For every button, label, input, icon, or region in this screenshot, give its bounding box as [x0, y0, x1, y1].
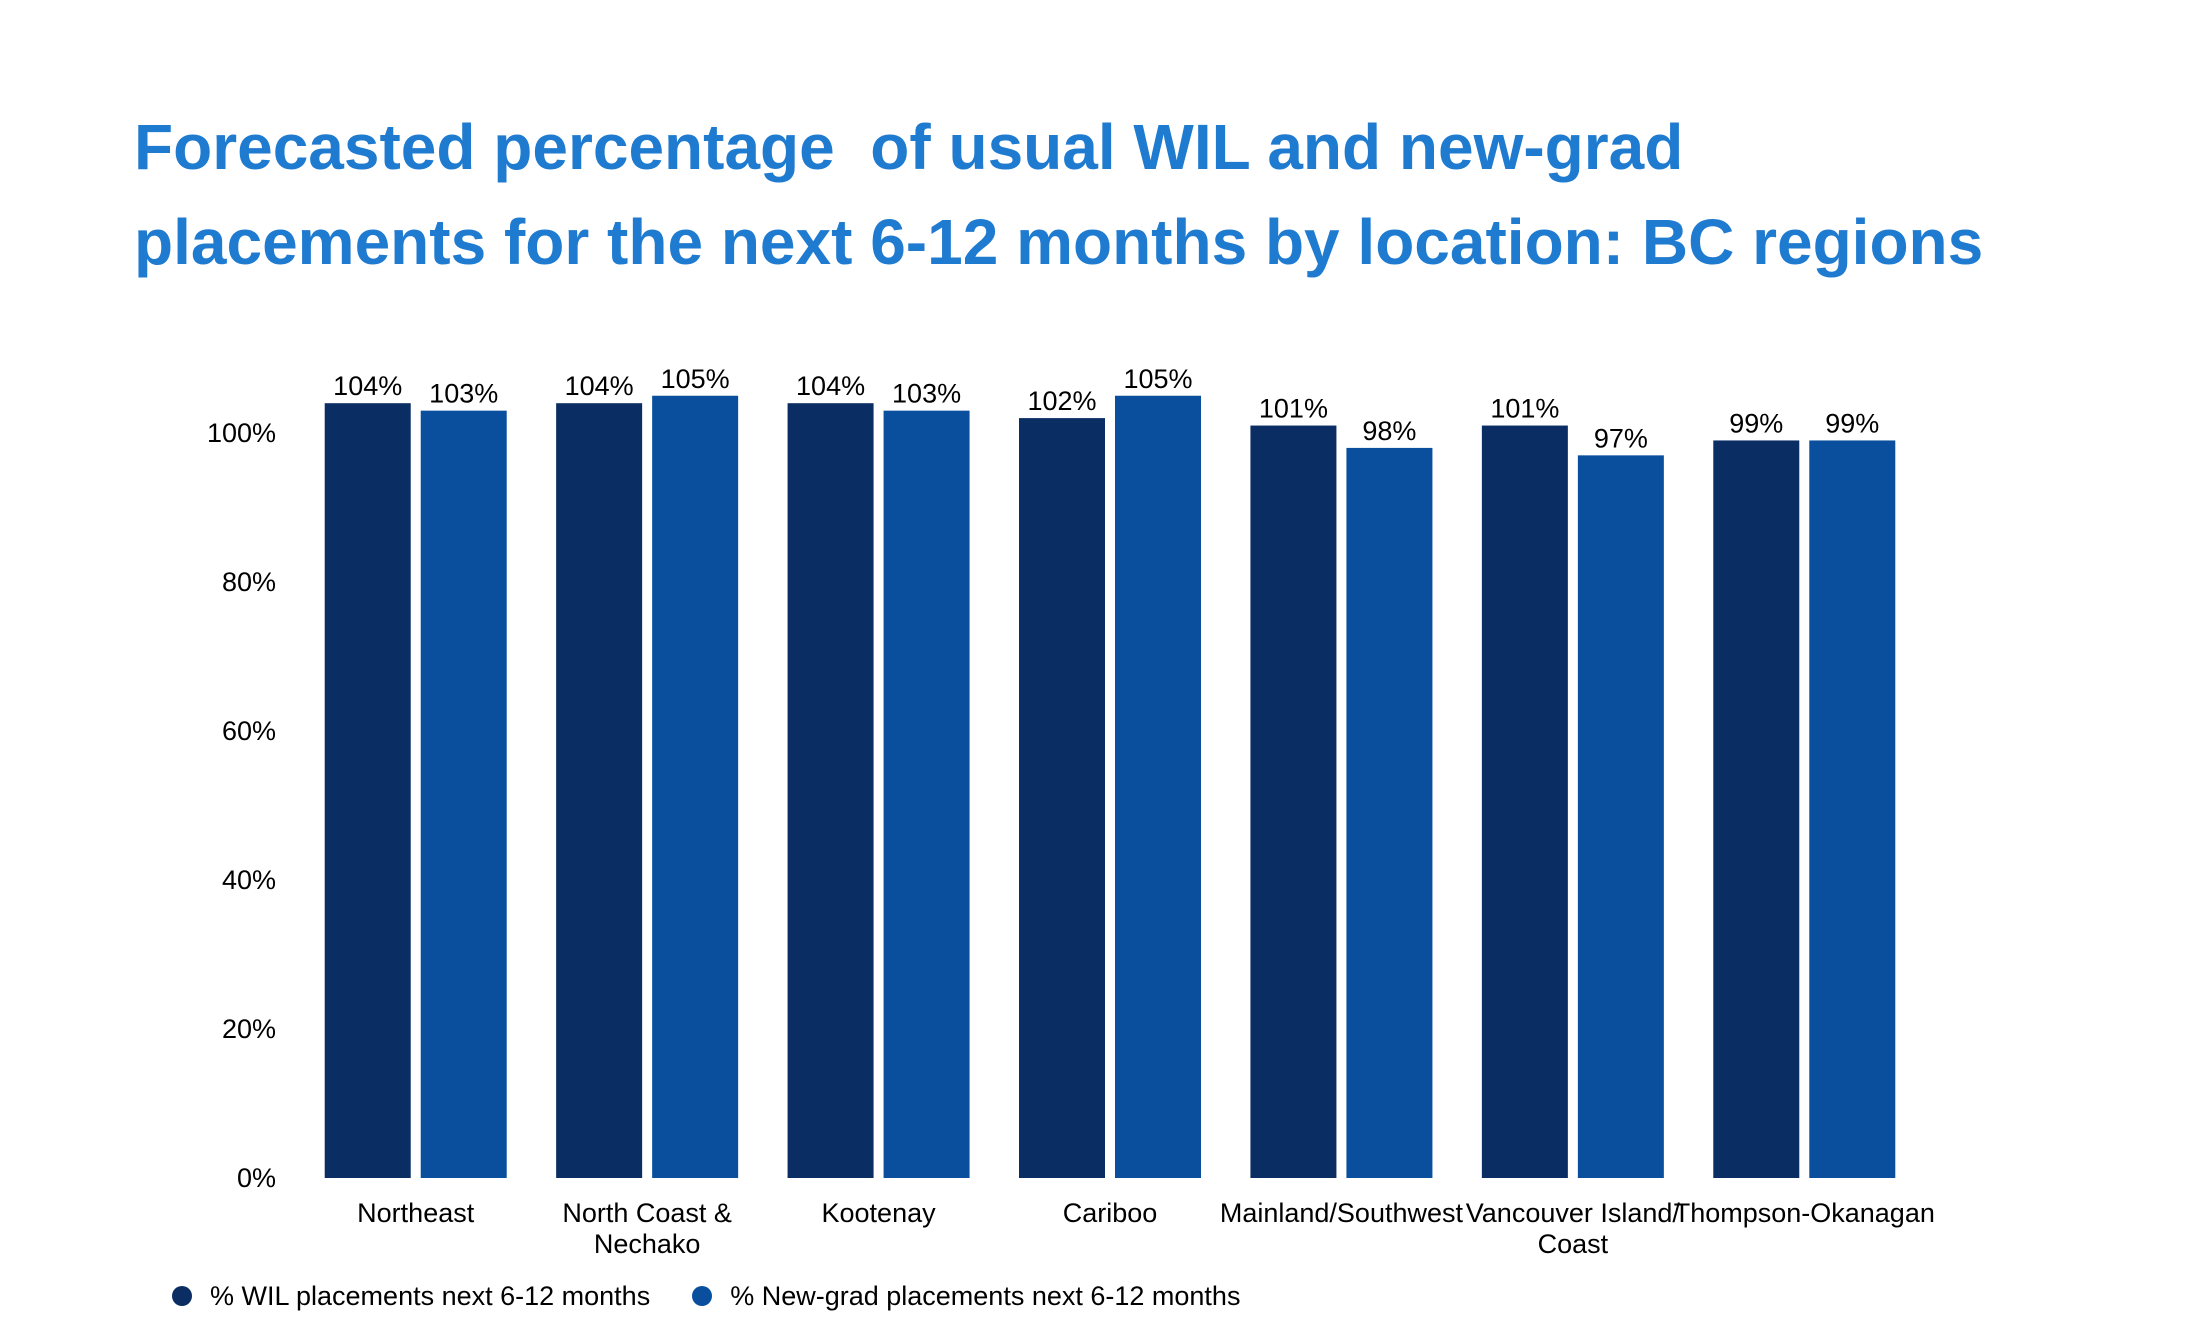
bar-wil[interactable]	[1713, 440, 1800, 1178]
y-tick-label: 40%	[222, 865, 276, 895]
x-category-label: Mainland/Southwest	[1220, 1198, 1464, 1228]
legend-label-newgrad: % New-grad placements next 6-12 months	[730, 1280, 1241, 1311]
data-label: 97%	[1594, 423, 1648, 453]
y-tick-label: 20%	[222, 1014, 276, 1044]
data-label: 105%	[1123, 364, 1192, 394]
y-tick-label: 0%	[237, 1163, 276, 1193]
x-category-label: Thompson-Okanagan	[1674, 1198, 1935, 1228]
bar-wil[interactable]	[324, 403, 411, 1178]
bar-wil[interactable]	[1250, 425, 1337, 1178]
bar-newgrad[interactable]	[1346, 447, 1433, 1178]
data-label: 99%	[1729, 408, 1783, 438]
x-category-label: Kootenay	[822, 1198, 937, 1228]
data-label: 104%	[565, 371, 634, 401]
data-label: 104%	[333, 371, 402, 401]
bar-newgrad[interactable]	[1115, 395, 1201, 1178]
y-tick-label: 80%	[222, 567, 276, 597]
bars	[324, 395, 1896, 1179]
bar-wil[interactable]	[1481, 425, 1568, 1178]
y-tick-label: 60%	[222, 716, 276, 746]
data-label: 99%	[1825, 408, 1879, 438]
bar-wil[interactable]	[1019, 418, 1105, 1179]
data-label: 98%	[1362, 416, 1416, 446]
legend-marker-wil	[172, 1286, 192, 1306]
data-label: 101%	[1259, 394, 1328, 424]
x-category-label: Vancouver Island/	[1466, 1198, 1681, 1228]
bar-wil[interactable]	[556, 403, 643, 1178]
x-category-label: North Coast &	[562, 1198, 732, 1228]
legend-item-wil[interactable]: % WIL placements next 6-12 months	[172, 1281, 650, 1312]
data-label: 105%	[661, 364, 730, 394]
x-category-label: Coast	[1538, 1229, 1609, 1259]
legend: % WIL placements next 6-12 months % New-…	[172, 1276, 1282, 1316]
legend-marker-newgrad	[692, 1286, 713, 1306]
chart-title: Forecasted percentage of usual WIL and n…	[134, 100, 2134, 290]
legend-item-newgrad[interactable]: % New-grad placements next 6-12 months	[692, 1281, 1240, 1312]
x-category-label: Northeast	[357, 1198, 475, 1228]
x-category-label: Nechako	[594, 1229, 701, 1259]
legend-label-wil: % WIL placements next 6-12 months	[210, 1280, 651, 1311]
chart-title-line-1: Forecasted percentage of usual WIL and n…	[134, 111, 1684, 183]
bar-newgrad[interactable]	[1577, 455, 1664, 1179]
data-label: 101%	[1490, 394, 1559, 424]
y-tick-label: 100%	[207, 418, 276, 448]
chart-title-line-2: placements for the next 6-12 months by l…	[134, 206, 1984, 278]
data-labels: 104% 103% 104% 105% 104% 103% 102% 105% 101% 98% 1…	[333, 364, 1879, 454]
data-label: 103%	[892, 379, 961, 409]
data-label: 102%	[1027, 386, 1096, 416]
x-axis: Northeast North Coast &Nechako Kootenay Car…	[357, 1198, 1935, 1259]
bar-newgrad[interactable]	[883, 410, 970, 1178]
data-label: 103%	[429, 379, 498, 409]
data-label: 104%	[796, 371, 865, 401]
y-axis: 0% 20% 40% 60% 80% 100%	[207, 418, 276, 1193]
bar-wil[interactable]	[787, 403, 874, 1178]
bar-newgrad[interactable]	[652, 395, 739, 1178]
bar-newgrad[interactable]	[420, 410, 507, 1178]
bar-newgrad[interactable]	[1809, 440, 1896, 1178]
x-category-label: Cariboo	[1063, 1198, 1158, 1228]
